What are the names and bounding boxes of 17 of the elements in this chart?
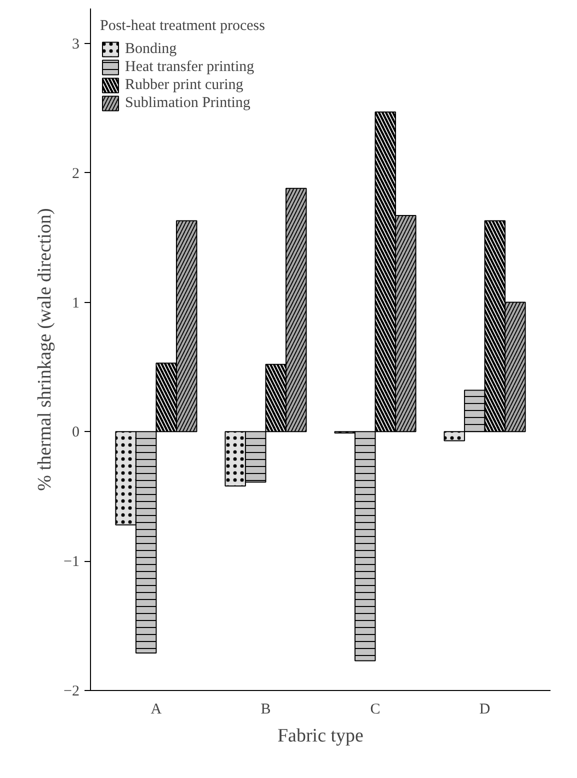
y-tick-label: 0 (72, 424, 80, 441)
legend-label: Bonding (125, 40, 177, 58)
legend-label: Sublimation Printing (125, 94, 250, 112)
x-tick-label: B (260, 702, 271, 718)
y-tick-label: −1 (64, 554, 80, 570)
y-tick-label: −2 (64, 684, 80, 700)
legend-label: Heat transfer printing (125, 58, 254, 76)
x-tick-label: A (150, 702, 162, 718)
x-axis-title: Fabric type (278, 726, 364, 746)
x-tick-label: D (479, 702, 490, 718)
y-tick-label: 1 (72, 295, 80, 312)
legend-label: Rubber print curing (125, 76, 244, 94)
y-tick-label: 3 (72, 36, 80, 52)
legend-title: Post-heat treatment process (100, 18, 265, 35)
x-tick-label: C (370, 702, 380, 718)
y-axis-title: % thermal shrinkage (wale direction) (34, 208, 56, 491)
y-tick-label: 2 (72, 166, 80, 182)
